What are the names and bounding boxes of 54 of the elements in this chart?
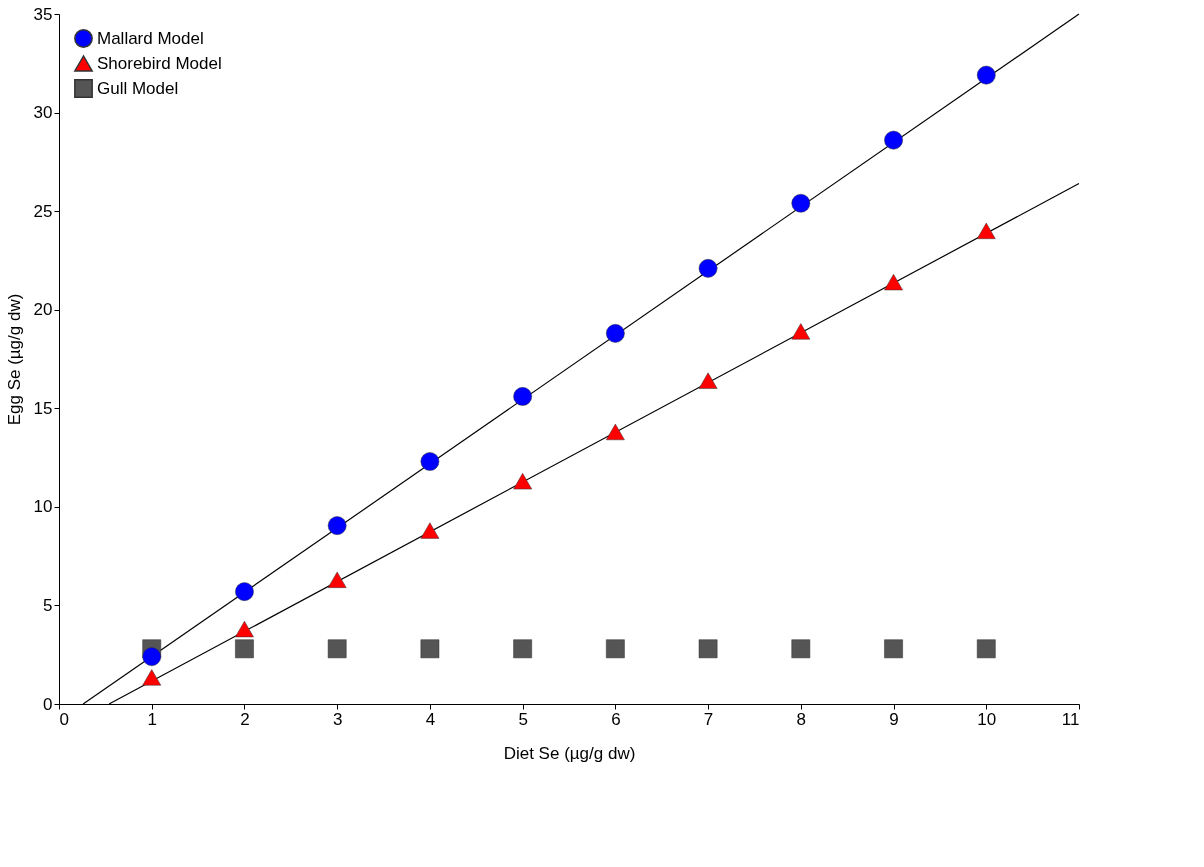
y-tick-label: 25	[33, 201, 53, 221]
point	[420, 452, 440, 471]
point	[606, 639, 625, 659]
x-tick-label: 7	[703, 709, 714, 729]
y-tick-label: 5	[43, 595, 53, 615]
legend-label: Mallard Model	[97, 28, 204, 48]
x-tick-label: 8	[796, 709, 807, 729]
x-tick-label: 2	[240, 709, 250, 729]
y-axis-title: Egg Se (µg/g dw)	[4, 293, 24, 426]
point	[142, 647, 162, 666]
x-tick-label: 4	[425, 709, 436, 729]
point	[698, 639, 718, 659]
point	[791, 323, 811, 340]
point	[606, 423, 625, 441]
point	[884, 274, 903, 291]
x-tick-label: 9	[889, 709, 899, 729]
point	[791, 193, 811, 213]
x-axis-title: Diet Se (µg/g dw)	[503, 743, 636, 763]
x-tick-label: 11	[1061, 709, 1080, 729]
y-tick-label: 35	[33, 4, 53, 24]
x-tick-label: 1	[147, 709, 157, 729]
point	[327, 639, 347, 659]
x-tick-label: 3	[332, 709, 343, 729]
point	[235, 639, 254, 659]
point	[327, 571, 347, 588]
point	[698, 259, 718, 278]
point	[513, 473, 532, 490]
x-tick-label: 6	[611, 709, 621, 729]
point	[327, 516, 347, 535]
point	[976, 639, 996, 659]
point	[513, 387, 532, 406]
point	[142, 669, 162, 686]
point	[884, 639, 903, 659]
y-tick-label: 0	[43, 694, 53, 714]
point	[606, 324, 625, 343]
y-tick-label: 15	[33, 398, 53, 418]
y-tick-label: 10	[33, 497, 53, 517]
point	[420, 639, 440, 659]
point	[698, 372, 718, 389]
point	[513, 639, 532, 659]
point	[235, 582, 254, 601]
point	[976, 222, 996, 239]
x-tick-label: 5	[518, 709, 528, 729]
y-tick-label: 20	[33, 300, 53, 320]
point	[235, 620, 254, 638]
y-tick-label: 30	[33, 103, 53, 123]
x-tick-label: 0	[59, 709, 69, 729]
point	[884, 130, 903, 150]
legend-label: Gull Model	[97, 78, 179, 98]
legend-label: Shorebird Model	[97, 53, 222, 73]
point	[791, 639, 811, 659]
point	[976, 65, 996, 85]
x-tick-label: 10	[977, 709, 997, 729]
point	[420, 522, 440, 539]
